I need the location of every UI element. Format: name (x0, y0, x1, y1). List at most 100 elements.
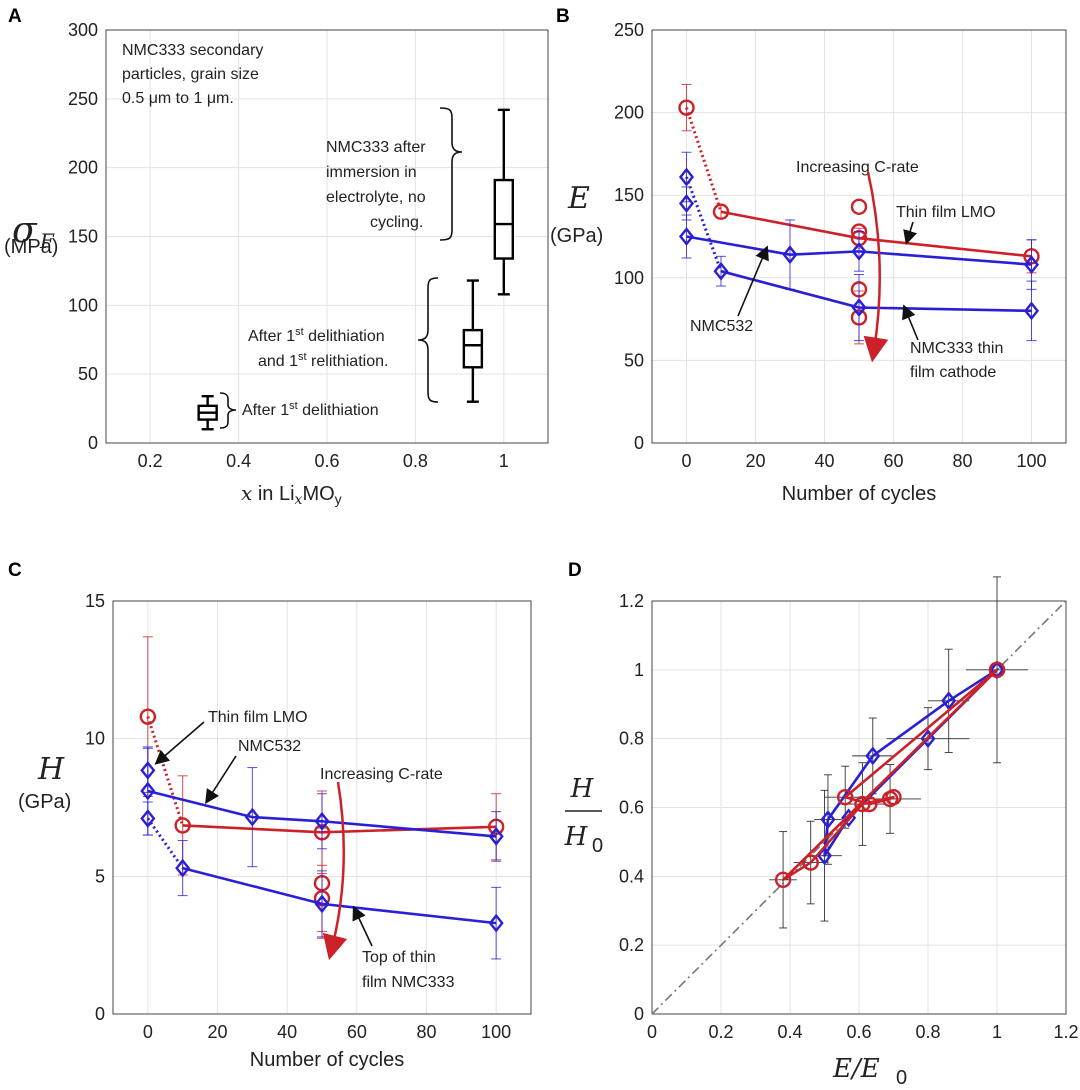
panel-a-xtick-label: 1 (499, 451, 509, 471)
panel-b-series-2-point (782, 245, 798, 265)
panel-d-series-red-point (854, 795, 871, 813)
panel-d-series-red-line (781, 668, 998, 882)
panel-a-ytick-label: 0 (88, 433, 98, 453)
panel-c-top-line2: film NMC333 (362, 974, 455, 991)
panel-c-xtick-label: 40 (277, 1022, 297, 1042)
panel-c-series-3-point (314, 894, 330, 914)
panel-d-frame (651, 600, 1067, 1015)
panel-d-letter: D (568, 560, 582, 581)
panel-a-xtick-label: 0.8 (403, 451, 428, 471)
panel-b-axes: 0 20 40 60 80 100 0 50 100 150 200 250 (614, 20, 1067, 471)
panel-b-ytick-label: 100 (614, 268, 644, 288)
panel-c-letter: C (8, 560, 22, 581)
panel-a-delith-relith-line2: and 1st relithiation. (258, 351, 388, 370)
panel-a-ytick-label: 100 (68, 295, 98, 315)
panel-b-lmo-arrow (903, 221, 918, 245)
panel-b-series-2-point (678, 227, 695, 246)
panel-d-xtick-label: 0 (647, 1022, 657, 1042)
panel-c-series-3-point (175, 858, 191, 878)
panel-b-series-3-point (851, 298, 867, 317)
panel-c-ytick-label: 15 (85, 591, 105, 611)
panel-c-lmo-arrow (154, 721, 205, 765)
panel-c-top-line1: Top of thin (362, 949, 436, 966)
panel-b-nmc532-arrow (737, 245, 769, 317)
panel-a-letter: A (8, 6, 22, 27)
panel-d-ytick-label: 0.6 (619, 798, 644, 818)
panel-c-series-1-point (174, 817, 191, 834)
panel-d-ytick-label: 1 (634, 660, 644, 680)
panel-d-ytick-label: 0 (634, 1004, 644, 1024)
panel-a-xtick-label: 0.4 (226, 451, 251, 471)
panel-a-xlabel: x in LixMOy (241, 481, 342, 508)
panel-b-xtick-label: 100 (1016, 451, 1046, 471)
panel-d-ytick-label: 0.2 (619, 935, 644, 955)
panel-c: C 0 20 40 60 80 100 0 5 10 15 Thin film LMO NMC53… (8, 560, 532, 1071)
panel-c-series-2-point (488, 826, 504, 846)
panel-b-series-3-line (720, 269, 1032, 313)
panel-d-series-red-point (881, 790, 899, 808)
panel-c-nmc532-label: NMC532 (238, 738, 301, 755)
panel-c-series-2-line (147, 789, 497, 838)
panel-d-xlabel-sub: 0 (896, 1067, 907, 1089)
panel-c-series-3-dotted-line (146, 817, 184, 869)
panel-d-xlabel: E/E (832, 1054, 880, 1084)
panel-b-ylabel-symbol: E (567, 181, 590, 216)
panel-c-ytick-label: 5 (95, 866, 105, 886)
panel-b-xtick-label: 0 (681, 451, 691, 471)
panel-d-series-red-point (774, 871, 792, 888)
panel-a-immersion-line3: electrolyte, no (326, 189, 426, 206)
panel-b-xtick-label: 40 (814, 451, 834, 471)
panel-c-xlabel: Number of cycles (250, 1049, 405, 1071)
panel-a-brace-delith (219, 392, 237, 429)
panel-a-immersion-line2: immersion in (326, 164, 417, 181)
panel-d-series-red-point (802, 854, 819, 871)
panel-c-plot (139, 636, 505, 960)
panel-c-xtick-label: 100 (481, 1022, 511, 1042)
panel-a-brace-relith (417, 277, 439, 403)
panel-d-ylabel-num: H (570, 774, 595, 804)
panel-c-series-2-point (314, 811, 330, 831)
panel-a-note-line3: 0.5 μm to 1 μm. (122, 90, 234, 107)
panel-d-ytick-label: 0.8 (619, 729, 644, 749)
panel-c-ylabel-symbol: H (37, 752, 65, 787)
panel-b-lmo-label: Thin film LMO (896, 204, 996, 221)
panel-c-xtick-label: 60 (347, 1022, 367, 1042)
panel-b-letter: B (556, 6, 570, 27)
panel-c-series-1-point (139, 708, 157, 725)
panel-b-series-1-point (712, 203, 730, 220)
panel-b-xlabel: Number of cycles (782, 483, 937, 505)
panel-b-series-3-point (713, 261, 729, 281)
panel-c-crate-arrow (322, 781, 348, 961)
panel-c-xtick-label: 20 (207, 1022, 227, 1042)
panel-a-box-2-iqr (462, 328, 484, 369)
panel-b-series-1-point (678, 99, 695, 116)
panel-b-series-2-point (1023, 255, 1040, 275)
panel-b-nmc333-arrow (902, 304, 919, 341)
panel-d-series-blue-point (941, 691, 957, 711)
panel-d-ytick-label: 1.2 (619, 591, 644, 611)
panel-b-series-3-dotted-line (685, 176, 723, 272)
panel-d-xtick-label: 0.8 (915, 1022, 940, 1042)
panel-a-immersion-line4: cycling. (370, 214, 423, 231)
panel-c-series-2-point (244, 807, 260, 827)
panel-c-series-3-point (488, 913, 504, 933)
panel-a-first-delith-label: After 1st delithiation (242, 400, 379, 419)
panel-c-top-arrow (352, 905, 373, 947)
panel-c-series-2-point (140, 760, 156, 780)
panel-b-ytick-label: 150 (614, 185, 644, 205)
panel-c-xtick-label: 0 (143, 1022, 153, 1042)
panel-a-ylabel-sub: F (39, 229, 55, 253)
panel-a-xtick-label: 0.2 (138, 451, 163, 471)
panel-c-series-2-point (140, 781, 156, 801)
panel-a-note-line1: NMC333 secondary (122, 42, 263, 59)
panel-d-series-blue-point (920, 729, 936, 749)
panel-d-series-blue-line (823, 668, 998, 857)
panel-c-lmo-label: Thin film LMO (208, 709, 308, 726)
panel-a-ytick-label: 200 (68, 158, 98, 178)
panel-b-frame (651, 29, 1067, 444)
panel-a-frame (105, 29, 549, 444)
panel-c-nmc532-arrow (205, 755, 237, 805)
panel-b-xtick-label: 20 (745, 451, 765, 471)
panel-b-series-3-point (678, 167, 695, 187)
